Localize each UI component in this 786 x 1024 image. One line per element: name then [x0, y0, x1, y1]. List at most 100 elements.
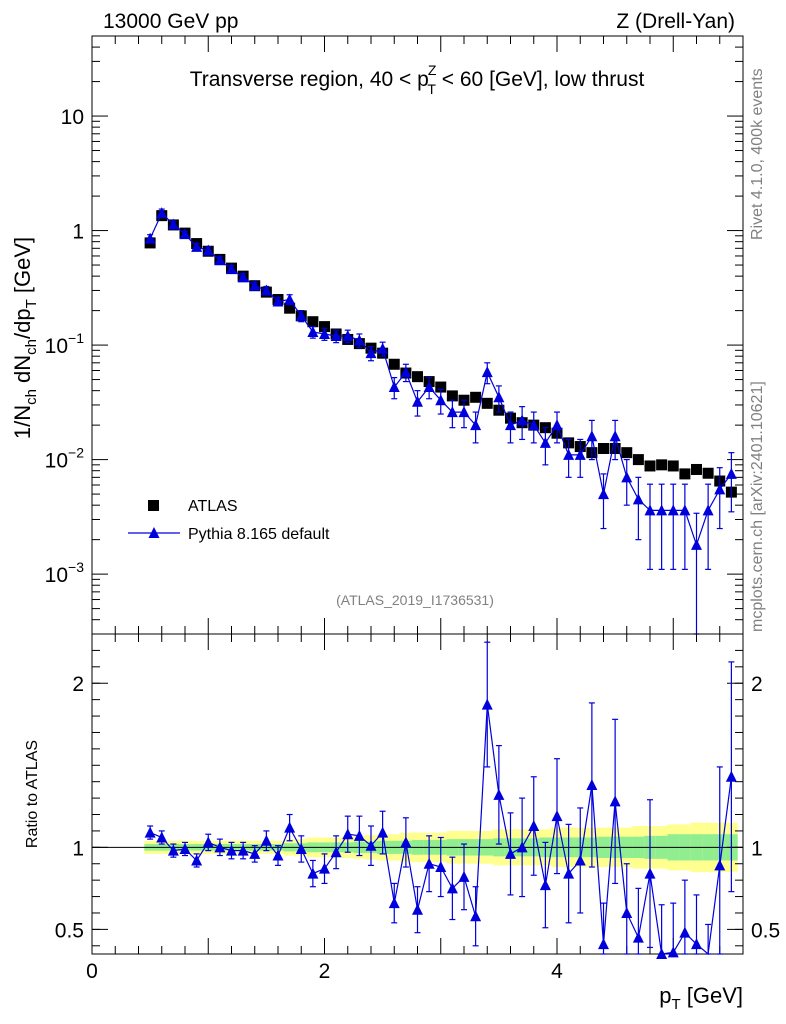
- pythia-point: [167, 218, 179, 230]
- atlas-point: [284, 302, 296, 314]
- atlas-point: [667, 460, 679, 472]
- mcplots-label: mcplots.cern.ch [arXiv:2401.10621]: [749, 381, 766, 632]
- pythia-point: [377, 342, 389, 354]
- atlas-point: [632, 454, 644, 466]
- legend-pythia-label: Pythia 8.165 default: [188, 526, 330, 543]
- ratio-point: [191, 854, 203, 866]
- ratio-point: [179, 842, 191, 854]
- pythia-point: [319, 327, 330, 339]
- pythia-point: [563, 448, 575, 460]
- ratio-point: [167, 844, 179, 856]
- ratio-point: [365, 839, 377, 851]
- pythia-point: [284, 293, 296, 305]
- ratio-point: [272, 849, 284, 861]
- ratio-point: [284, 821, 296, 833]
- pythia-line: [149, 212, 732, 547]
- ratio-point: [377, 826, 389, 838]
- ratio-point: [644, 867, 656, 879]
- ylabel-sub2: ch: [23, 339, 40, 355]
- xlabel-b: [GeV]: [681, 983, 743, 1008]
- pythia-point: [342, 330, 354, 342]
- ratio-point: [214, 841, 226, 853]
- ratio-point: [481, 698, 493, 710]
- atlas-point: [702, 467, 714, 479]
- pythia-point: [493, 391, 505, 403]
- main-frame: [91, 35, 744, 635]
- main-y-tick-label: 10−1: [45, 330, 85, 358]
- pythia-point: [330, 330, 342, 342]
- ratio-point: [353, 829, 365, 841]
- pythia-point: [470, 419, 482, 431]
- atlas-point: [621, 447, 633, 459]
- xlabel-sub: T: [671, 996, 680, 1013]
- ratio-point: [319, 862, 330, 874]
- pythia-point: [481, 366, 493, 378]
- atlas-point: [446, 390, 458, 402]
- pythia-point: [226, 263, 237, 275]
- xlabel-a: p: [659, 983, 671, 1008]
- ratio-y-tick-label: 1: [72, 837, 84, 860]
- ratio-point: [226, 844, 237, 856]
- ratio-point: [609, 795, 621, 807]
- ylabel-sub3: T: [23, 299, 40, 308]
- pythia-point: [156, 207, 168, 219]
- pythia-point: [272, 295, 284, 307]
- atlas-point: [691, 463, 702, 475]
- ratio-point: [691, 938, 702, 950]
- ratio-point: [237, 844, 249, 856]
- ratio-point: [156, 831, 168, 843]
- ylabel-a: 1/N: [10, 405, 35, 439]
- pythia-point: [598, 488, 609, 500]
- ylabel-sub1: ch: [23, 389, 40, 405]
- ratio-point: [656, 948, 668, 959]
- ratio-point: [470, 910, 482, 922]
- pythia-point: [412, 395, 423, 407]
- pythia-point: [400, 366, 412, 378]
- ratio-point: [551, 810, 563, 822]
- ratio-point: [714, 859, 726, 871]
- ratio-point: [528, 820, 540, 831]
- ratio-point: [435, 861, 447, 873]
- main-title: Transverse region, 40 < pZ T < 60 [GeV], …: [190, 62, 645, 97]
- pythia-point: [725, 467, 737, 479]
- ratio-point: [307, 867, 319, 879]
- pythia-point: [249, 279, 261, 291]
- pythia-point: [516, 414, 528, 426]
- pythia-point: [260, 284, 272, 296]
- atlas-point: [644, 460, 656, 472]
- pythia-point: [632, 493, 644, 505]
- pythia-point: [365, 347, 377, 359]
- ratio-y-tick-label: 2: [72, 673, 84, 696]
- main-y-tick-label: 1: [72, 221, 84, 244]
- pythia-point: [702, 504, 714, 516]
- pythia-point: [505, 419, 516, 431]
- pythia-point: [435, 394, 447, 406]
- pythia-point: [191, 240, 203, 252]
- ratio-point: [330, 846, 342, 858]
- pythia-point: [423, 381, 435, 393]
- atlas-point: [307, 316, 319, 328]
- ratio-y-tick-label-right: 0.5: [751, 919, 780, 942]
- pythia-point: [621, 471, 633, 483]
- pythia-point: [656, 504, 668, 516]
- ratio-point: [295, 842, 307, 854]
- ratio-point: [667, 946, 679, 958]
- ratio-point: [586, 778, 598, 790]
- atlas-point: [679, 468, 691, 480]
- rivet-version-label: Rivet 4.1.0, 400k events: [749, 68, 766, 240]
- legend-atlas-label: ATLAS: [188, 498, 238, 515]
- pythia-point: [237, 271, 249, 283]
- main-y-tick-label: 10−3: [45, 559, 85, 587]
- ratio-point: [539, 879, 551, 891]
- ratio-point: [505, 847, 516, 859]
- ratio-point: [202, 836, 214, 848]
- ratio-point: [493, 788, 505, 800]
- pythia-point: [679, 504, 691, 516]
- ratio-panel: Ratio to ATLAS 0.5 0.5 1 1 2 2 0 2 4 pT [GeV]: [24, 633, 780, 1013]
- pythia-point: [644, 504, 656, 516]
- ratio-point: [563, 867, 575, 879]
- atlas-point: [435, 381, 447, 393]
- ratio-point: [400, 836, 412, 848]
- pythia-point: [202, 244, 214, 256]
